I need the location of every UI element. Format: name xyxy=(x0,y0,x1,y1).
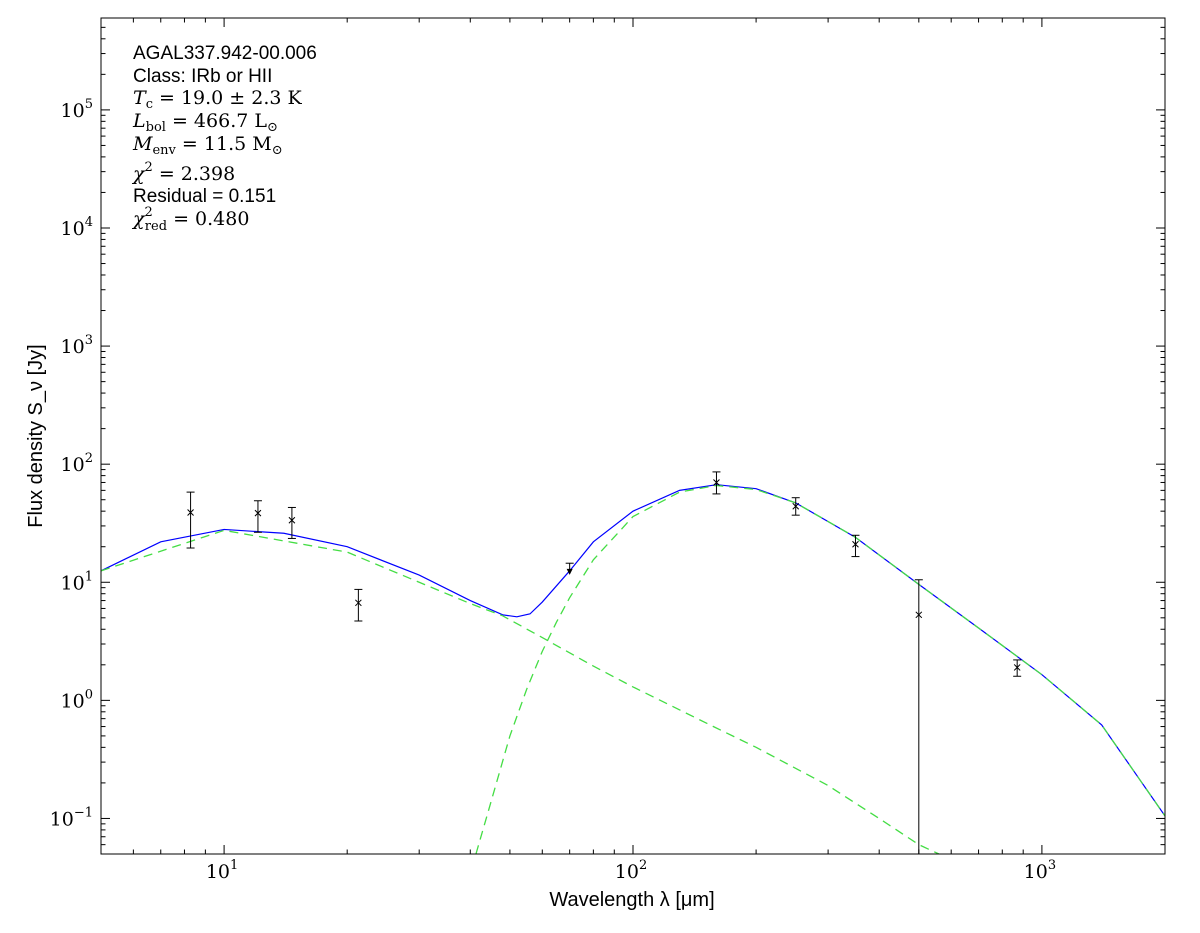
data-point xyxy=(791,497,800,516)
luminosity-annotation: Lbol = 466.7 L⊙ xyxy=(132,110,278,135)
data-point xyxy=(914,579,923,854)
point-marker xyxy=(288,516,296,524)
residual-annotation: Residual = 0.151 xyxy=(133,186,276,207)
upper-limit-arrow xyxy=(566,568,573,575)
data-point xyxy=(354,588,363,622)
y-tick-label: 101 xyxy=(61,569,93,594)
point-marker xyxy=(187,509,194,516)
mass-annotation: Menv = 11.5 M⊙ xyxy=(132,133,283,158)
data-point xyxy=(851,534,860,558)
point-marker xyxy=(713,479,720,486)
y-tick-label: 102 xyxy=(61,451,93,476)
x-tick-label: 103 xyxy=(1024,858,1056,883)
point-marker xyxy=(254,509,262,517)
x-tick-label: 102 xyxy=(615,858,647,883)
temperature-annotation: Tc = 19.0 ± 2.3 K xyxy=(133,87,303,112)
point-marker xyxy=(915,611,923,619)
chi-squared-annotation: χ2 = 2.398 xyxy=(131,160,235,185)
data-point xyxy=(712,471,721,495)
x-tick-label: 101 xyxy=(206,858,238,883)
series-cold-component xyxy=(475,484,1165,854)
fit-curves xyxy=(101,484,1165,854)
data-points xyxy=(186,471,1022,854)
source-name: AGAL337.942-00.006 xyxy=(133,43,317,64)
series-hot-component xyxy=(101,529,940,854)
y-tick-label: 100 xyxy=(61,687,93,712)
data-point xyxy=(287,506,296,539)
y-tick-label: 104 xyxy=(61,215,93,240)
data-point xyxy=(253,500,262,533)
data-point xyxy=(1013,659,1022,677)
point-marker xyxy=(1013,664,1021,671)
data-point xyxy=(186,491,195,549)
y-axis-label: Flux density S_ν [Jy] xyxy=(25,344,47,527)
y-tick-label: 10−1 xyxy=(50,805,93,830)
point-marker xyxy=(355,599,362,607)
x-axis-label: Wavelength λ [μm] xyxy=(549,889,714,911)
upper-limit xyxy=(565,562,574,575)
axis-ticks: 101 102 103 10−1 100 101 102 103 104 105 xyxy=(50,17,1166,883)
source-class: Class: IRb or HII xyxy=(133,66,272,87)
point-marker xyxy=(792,502,800,510)
y-tick-label: 105 xyxy=(61,97,93,122)
y-tick-label: 103 xyxy=(61,333,93,358)
reduced-chi-squared-annotation: χ2 red = 0.480 xyxy=(131,205,249,234)
point-marker xyxy=(852,540,859,548)
